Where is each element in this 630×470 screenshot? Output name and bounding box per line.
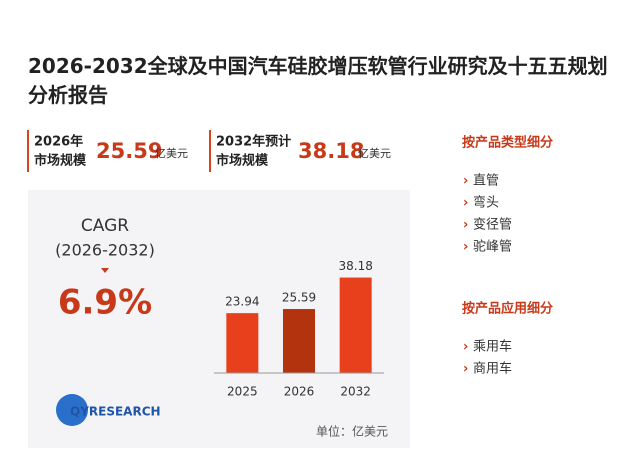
- cagr-value: 6.9%: [58, 283, 152, 323]
- value-label: 23.94: [225, 295, 259, 309]
- arrow: [101, 268, 109, 273]
- bar: [283, 309, 315, 373]
- segment-title: 按产品应用细分: [462, 301, 553, 317]
- value-label: 38.18: [338, 259, 372, 273]
- segment-item: 直管: [473, 174, 499, 189]
- x-tick-label: 2032: [340, 385, 371, 399]
- bullet: ›: [463, 196, 468, 211]
- bullet: ›: [463, 174, 468, 189]
- segment-title: 按产品类型细分: [462, 135, 553, 151]
- segment-item: 乘用车: [473, 339, 512, 355]
- cagr-label: CAGR: [81, 216, 129, 236]
- bullet: ›: [463, 340, 468, 355]
- value-label: 25.59: [282, 291, 316, 305]
- stat-label: 市场规模: [34, 153, 87, 169]
- logo: QYRESEARCH: [70, 405, 161, 419]
- title: 2026-2032全球及中国汽车硅胶增压软管行业研究及十五五规划分析报告: [28, 54, 608, 107]
- logo-icon: [56, 394, 88, 426]
- bar: [339, 277, 372, 373]
- cagr-period: (2026-2032): [55, 241, 155, 260]
- bullet: ›: [463, 218, 468, 233]
- bar: [226, 313, 259, 373]
- segment-item: 商用车: [473, 361, 512, 377]
- bullet: ›: [463, 240, 468, 255]
- stat-value: 25.59: [96, 139, 162, 163]
- x-tick-label: 2026: [284, 385, 315, 399]
- segment-item: 弯头: [473, 195, 499, 211]
- segment-item: 驼峰管: [473, 239, 512, 255]
- stat-label: 市场规模: [216, 153, 269, 169]
- unit-note: 单位：亿美元: [316, 424, 388, 439]
- segment-item: 变径管: [473, 217, 512, 233]
- stat-unit: 亿美元: [155, 147, 188, 160]
- stat-unit: 亿美元: [358, 147, 391, 160]
- x-tick-label: 2025: [227, 385, 258, 399]
- stat-value: 38.18: [298, 139, 364, 163]
- stat-label: 2032年预计: [216, 134, 291, 150]
- bullet: ›: [463, 362, 468, 377]
- stat-label: 2026年: [34, 134, 83, 150]
